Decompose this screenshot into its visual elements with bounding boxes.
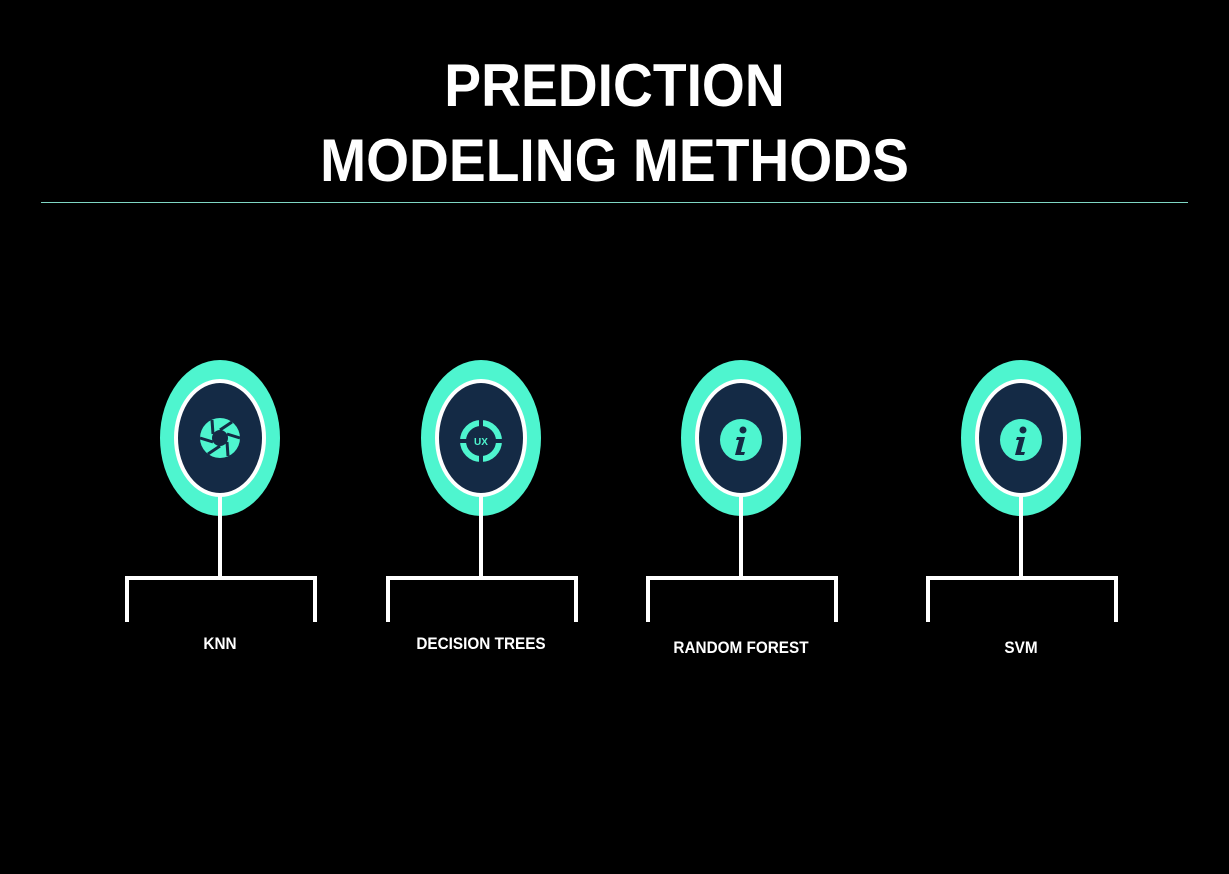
method-node-svm: SVM (921, 360, 1121, 660)
ux-target-icon: UX (459, 419, 503, 463)
method-node-random-forest: RANDOM FOREST (641, 360, 841, 660)
method-label-decision-trees: DECISION TREES (416, 634, 546, 653)
method-node-knn: KNN (120, 360, 320, 660)
bracket-line (125, 576, 317, 622)
info-icon (1000, 419, 1042, 461)
ux-icon-text: UX (474, 437, 488, 448)
method-label-svm: SVM (1004, 638, 1038, 657)
title-line-1: PREDICTION (444, 52, 785, 119)
shutter-icon (199, 418, 241, 458)
inner-circle (435, 379, 527, 497)
bracket-line (926, 576, 1118, 622)
info-icon (720, 419, 762, 461)
method-label-knn: KNN (203, 634, 237, 653)
decision-trees-connector-graphic: UX (386, 360, 578, 622)
method-label-random-forest: RANDOM FOREST (673, 638, 809, 657)
bracket-line (386, 576, 578, 622)
page-title: PREDICTION MODELING METHODS (49, 48, 1180, 198)
bracket-line (646, 576, 838, 622)
method-node-decision-trees: UX DECISION TREES (381, 360, 581, 660)
svm-connector-graphic (926, 360, 1118, 622)
title-line-2: MODELING METHODS (320, 127, 909, 194)
knn-connector-graphic (125, 360, 317, 622)
title-divider (41, 202, 1188, 203)
random-forest-connector-graphic (646, 360, 838, 622)
